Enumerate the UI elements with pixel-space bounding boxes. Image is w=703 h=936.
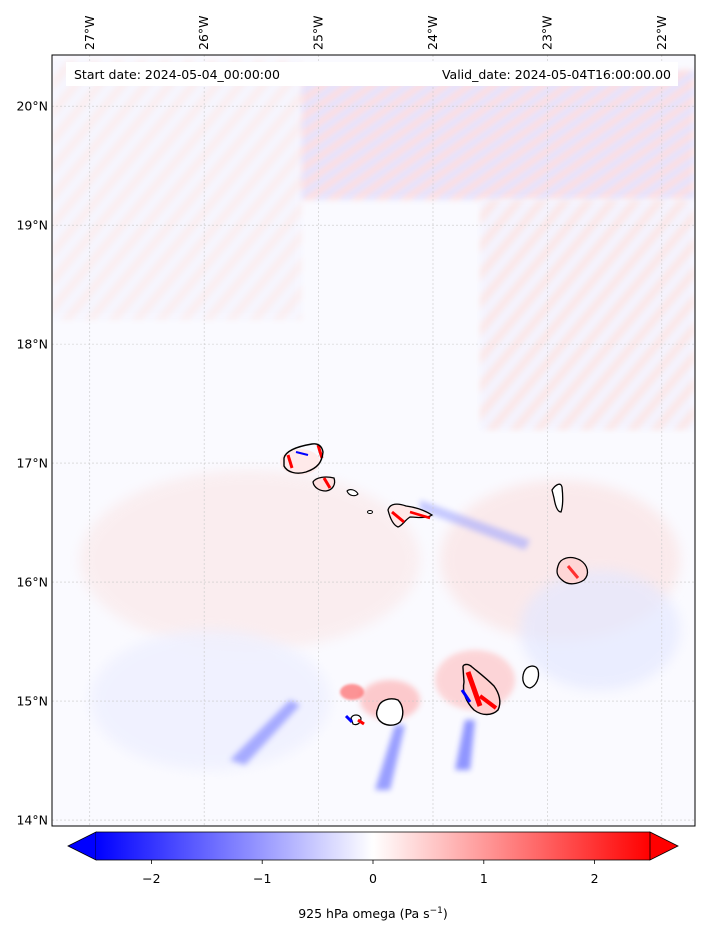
colorbar-extend-min — [67, 831, 97, 861]
omega-positive-region-center — [80, 470, 420, 650]
coastline-sal — [551, 483, 564, 513]
latitude-tick-labels: 20°N 19°N 18°N 17°N 16°N 15°N 14°N — [16, 99, 48, 828]
coastline-maio — [522, 665, 540, 689]
omega-wake-sao-nicolau — [420, 500, 530, 550]
longitude-tick-label: 27°W — [82, 15, 97, 50]
map-panel: Start date: 2024-05-04_00:00:00 Valid_da… — [52, 55, 695, 826]
colorbar-tick-label: 0 — [369, 871, 377, 886]
colorbar-ticks: −2 −1 0 1 2 — [142, 860, 599, 886]
omega-wake-santiago — [455, 720, 475, 770]
longitude-tick-label: 22°W — [654, 15, 669, 50]
latitude-tick-label: 19°N — [16, 218, 48, 233]
omega-extreme-santo-antao-blue — [295, 451, 309, 456]
island-brava — [344, 714, 365, 726]
omega-extreme-brava-blue — [344, 714, 354, 724]
omega-extreme-sao-vicente — [322, 477, 332, 489]
colorbar-extend-max — [649, 831, 679, 861]
omega-extreme-santiago-red — [465, 671, 483, 707]
coastline-sao-nicolau — [387, 503, 434, 528]
omega-extreme-santo-antao-red — [286, 454, 294, 469]
latitude-tick-label: 17°N — [16, 456, 48, 471]
omega-negative-region-south — [90, 630, 330, 770]
omega-field-anomalies — [52, 60, 695, 790]
omega-wave-region-north — [300, 70, 695, 200]
coastline-islet-raso — [367, 510, 373, 514]
valid-date-label: Valid_date: 2024-05-04T16:00:00.00 — [442, 67, 671, 82]
date-banner — [66, 62, 678, 86]
island-sao-nicolau — [387, 503, 434, 528]
longitude-tick-labels: 27°W 26°W 25°W 24°W 23°W 22°W — [82, 15, 669, 50]
omega-extreme-santiago-blue — [460, 689, 472, 703]
island-boa-vista — [556, 556, 589, 585]
colorbar-tick-label: 2 — [591, 871, 599, 886]
colorbar-label-exponent: −1 — [430, 906, 443, 916]
omega-wave-region-east — [480, 200, 695, 430]
island-santiago — [460, 663, 501, 716]
colorbar-tick-label: −1 — [253, 871, 271, 886]
colorbar-label-close: ) — [443, 906, 448, 921]
colorbar-label: 925 hPa omega (Pa s−1) — [298, 906, 448, 921]
latitude-tick-label: 14°N — [16, 813, 48, 828]
longitude-tick-label: 26°W — [196, 15, 211, 50]
coastline-brava — [350, 714, 362, 726]
colorbar: −2 −1 0 1 2 925 hPa omega (Pa s−1) — [67, 831, 679, 921]
longitude-tick-label: 23°W — [539, 15, 554, 50]
colorbar-label-main: 925 hPa omega (Pa s — [298, 906, 429, 921]
latitude-tick-label: 18°N — [16, 337, 48, 352]
coastline-santo-antao — [283, 443, 324, 474]
gridlines — [52, 55, 695, 826]
island-santo-antao — [280, 443, 324, 475]
omega-negative-region-east — [520, 570, 680, 690]
omega-wave-region-west — [52, 60, 302, 320]
coastline-santa-luzia — [346, 489, 359, 497]
omega-extreme-boa-vista — [566, 565, 580, 579]
island-sao-vicente — [312, 476, 336, 492]
colorbar-gradient — [96, 832, 650, 860]
colorbar-tick-label: 1 — [480, 871, 488, 886]
omega-extreme-santiago-red-south — [478, 694, 498, 710]
omega-extreme-sao-nicolau-red — [391, 510, 405, 524]
map-frame — [51, 54, 696, 827]
latitude-tick-label: 16°N — [16, 575, 48, 590]
omega-extreme-brava-red — [357, 718, 365, 726]
omega-extreme-sao-nicolau-red-east — [409, 510, 431, 520]
latitude-tick-label: 20°N — [16, 99, 48, 114]
start-date-label: Start date: 2024-05-04_00:00:00 — [74, 67, 280, 82]
longitude-tick-label: 24°W — [425, 15, 440, 50]
latitude-tick-label: 15°N — [16, 694, 48, 709]
omega-positive-brava — [340, 684, 364, 700]
coastline-fogo — [375, 698, 404, 726]
omega-wake-fogo — [375, 725, 405, 790]
colorbar-tick-label: −2 — [142, 871, 160, 886]
islands — [280, 443, 589, 726]
longitude-tick-label: 25°W — [311, 15, 326, 50]
omega-extreme-santo-antao-red-east — [316, 444, 324, 459]
omega-wake-brava — [230, 700, 300, 765]
